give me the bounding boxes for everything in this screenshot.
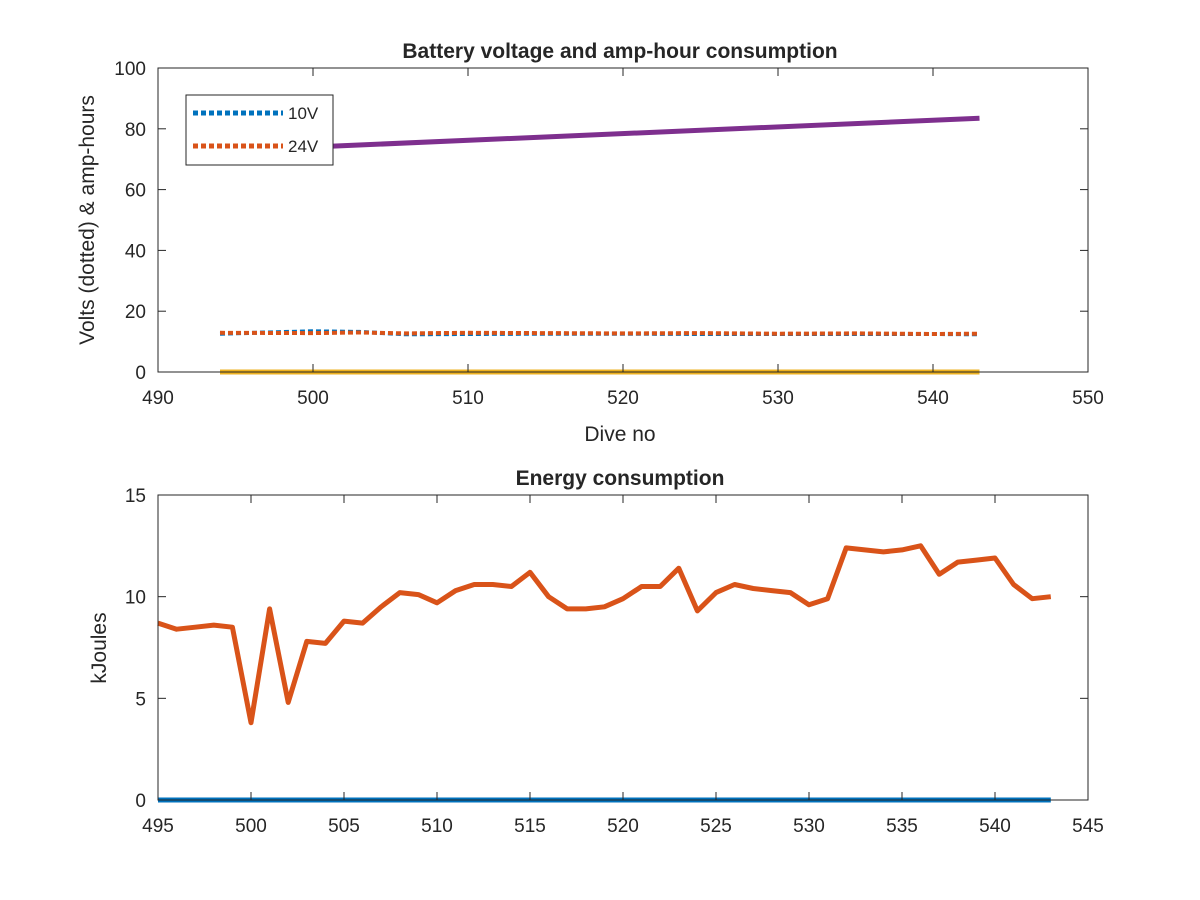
x-tick-label: 530 (762, 388, 794, 409)
series-line-24v (219, 330, 980, 336)
x-tick-label: 505 (328, 816, 360, 837)
x-tick-label: 500 (235, 816, 267, 837)
x-axis-label: Dive no (584, 423, 655, 446)
y-tick-label: 60 (125, 181, 146, 202)
series-line-s0 (157, 543, 1052, 726)
x-tick-label: 500 (297, 388, 329, 409)
y-tick-label: 0 (135, 791, 146, 812)
series-line-s2 (312, 115, 980, 150)
x-tick-label: 520 (607, 816, 639, 837)
legend-label-24v: 24V (288, 137, 319, 156)
legend-box (185, 94, 334, 166)
plot-marks (219, 115, 980, 375)
x-tick-label: 490 (142, 388, 174, 409)
plot-marks (157, 543, 1052, 803)
x-tick-label: 535 (886, 816, 918, 837)
energy-consumption-chart: Energy consumption 495 500 505 510 515 520 525… (88, 467, 1104, 837)
x-tick-label: 550 (1072, 388, 1104, 409)
x-tick-label: 540 (979, 816, 1011, 837)
plot-box (157, 494, 1089, 801)
y-tick-label: 80 (125, 120, 146, 141)
y-axis-label: Volts (dotted) & amp-hours (76, 95, 99, 345)
legend: 10V 24V (185, 94, 334, 166)
x-tick-label: 530 (793, 816, 825, 837)
y-axis-label: kJoules (88, 612, 111, 683)
x-tick-label: 510 (452, 388, 484, 409)
y-tick-label: 10 (125, 588, 146, 609)
y-tick-label: 20 (125, 302, 146, 323)
x-tick-label: 525 (700, 816, 732, 837)
axis-ticks: 490 500 510 520 530 540 550 0 20 40 60 80 100 (114, 59, 1104, 409)
y-tick-label: 100 (114, 59, 146, 80)
x-tick-label: 540 (917, 388, 949, 409)
y-tick-label: 15 (125, 486, 146, 507)
y-tick-label: 40 (125, 241, 146, 262)
chart-title: Energy consumption (516, 467, 725, 490)
voltage-amp-hour-chart: Battery voltage and amp-hour consumption… (76, 40, 1104, 446)
x-tick-label: 545 (1072, 816, 1104, 837)
x-tick-label: 515 (514, 816, 546, 837)
legend-label-10v: 10V (288, 104, 319, 123)
y-tick-label: 0 (135, 363, 146, 384)
chart-title: Battery voltage and amp-hour consumption (402, 40, 837, 63)
x-tick-label: 510 (421, 816, 453, 837)
y-tick-label: 5 (135, 689, 146, 710)
x-tick-label: 495 (142, 816, 174, 837)
x-tick-label: 520 (607, 388, 639, 409)
